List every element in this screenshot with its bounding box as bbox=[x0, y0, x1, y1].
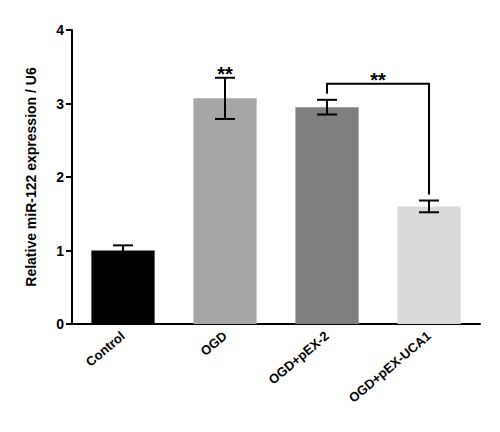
svg-text:3: 3 bbox=[56, 96, 64, 112]
svg-text:OGD+pEX-UCA1: OGD+pEX-UCA1 bbox=[346, 328, 434, 405]
svg-text:0: 0 bbox=[56, 316, 64, 332]
svg-text:OGD+pEX-2: OGD+pEX-2 bbox=[265, 328, 331, 387]
svg-text:**: ** bbox=[370, 69, 386, 91]
svg-text:2: 2 bbox=[56, 169, 64, 185]
svg-text:4: 4 bbox=[56, 22, 64, 38]
svg-text:Control: Control bbox=[83, 328, 128, 369]
svg-text:Relative miR-122 expression /: Relative miR-122 expression / U6 bbox=[23, 67, 39, 287]
svg-text:1: 1 bbox=[56, 243, 64, 259]
svg-text:**: ** bbox=[217, 63, 233, 85]
svg-text:OGD: OGD bbox=[197, 328, 229, 359]
